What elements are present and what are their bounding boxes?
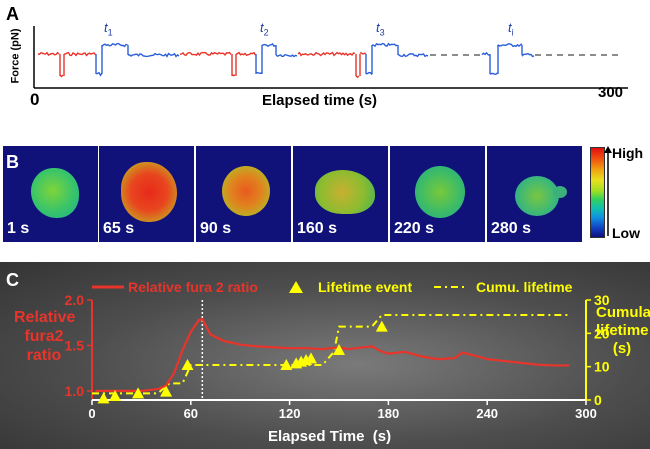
force-xlabel: Elapsed time (s) — [262, 92, 378, 109]
legend-swatch-cumu — [434, 286, 468, 288]
calcium-frame-6: 280 s — [487, 146, 582, 242]
force-trace-segment — [359, 52, 367, 55]
frame-time-label: 90 s — [200, 220, 232, 237]
calcium-frame-1: 1 s — [3, 146, 98, 242]
frame-time-label: 1 s — [7, 220, 30, 237]
right-y-tick-label: 20 — [594, 325, 610, 341]
x-tick-label: 120 — [279, 406, 301, 421]
force-trace-segment — [365, 71, 373, 76]
force-trace-segment — [101, 42, 128, 48]
force-trace-segment — [235, 51, 257, 57]
colorbar-high-label: High — [612, 145, 644, 161]
force-trace-segment — [355, 75, 360, 79]
x-tick-label: 0 — [88, 406, 95, 421]
frame-time-label: 65 s — [103, 220, 135, 237]
event-label-t3: t3 — [376, 20, 385, 38]
right-y-tick-label: 0 — [594, 392, 602, 408]
frame-time-label: 220 s — [394, 220, 435, 237]
event-label-ti: ti — [508, 20, 514, 38]
left-y-tick-label: 1.5 — [65, 337, 85, 353]
lifetime-event-marker — [181, 359, 194, 370]
left-ylabel: Relative fura2 ratio — [14, 309, 76, 364]
fura-ratio-chart: 0 60 120 180 240 300 1.0 1.5 2.0 0 10 20 30 — [65, 292, 610, 421]
left-y-tick-label: 1.0 — [65, 383, 85, 399]
force-x-end: 300 — [598, 84, 624, 101]
lifetime-event-marker — [97, 392, 110, 404]
force-trace-segment — [179, 51, 232, 57]
legend-label-event: Lifetime event — [318, 279, 413, 295]
colorbar-arrow — [604, 146, 612, 236]
x-tick-label: 60 — [184, 406, 198, 421]
frame-time-label: 280 s — [491, 220, 532, 237]
fura-ratio-chart-panel: 0 60 120 180 240 300 1.0 1.5 2.0 0 10 20 30 C Relati… — [0, 262, 650, 449]
lifetime-event-marker — [375, 320, 388, 332]
intensity-colorbar — [590, 147, 605, 238]
event-label-t2: t2 — [260, 20, 269, 38]
force-trace-plot — [33, 26, 628, 89]
force-trace — [37, 42, 535, 79]
lifetime-event-marker — [109, 390, 122, 401]
force-trace-segment — [397, 53, 429, 58]
panel-a-letter: A — [6, 4, 19, 24]
panel-b-letter: B — [6, 152, 19, 172]
lifetime-event-marker — [132, 387, 145, 399]
force-trace-segment — [261, 42, 276, 48]
lifetime-event-marker — [333, 344, 345, 355]
legend-swatch-fura — [92, 285, 124, 289]
legend-label-cumu: Cumu. lifetime — [476, 279, 573, 295]
left-y-tick-label: 2.0 — [65, 292, 85, 308]
calcium-frame-3: 90 s — [196, 146, 291, 242]
chart-xlabel: Elapsed Time (s) — [268, 428, 392, 445]
calcium-frame-5: 220 s — [390, 146, 485, 242]
force-trace-segment — [256, 71, 263, 75]
colorbar-low-label: Low — [612, 225, 640, 241]
right-y-tick-label: 30 — [594, 292, 610, 308]
force-trace-segment — [297, 51, 356, 57]
lifetime-event-marker — [160, 385, 173, 397]
force-trace-segment — [371, 42, 398, 48]
calcium-frame-4: 160 s — [293, 146, 388, 242]
lifetime-event-marker — [280, 359, 293, 370]
x-tick-label: 240 — [476, 406, 498, 421]
x-tick-label: 180 — [378, 406, 400, 421]
legend-label-fura: Relative fura 2 ratio — [128, 279, 258, 295]
force-trace-segment — [497, 43, 523, 48]
legend-swatch-event — [289, 281, 303, 293]
event-label-t1: t1 — [104, 20, 113, 38]
force-trace-segment — [63, 51, 97, 57]
series-fura-ratio — [95, 317, 570, 393]
force-ylabel: Force (pN) — [9, 28, 22, 84]
force-trace-segment — [37, 51, 60, 57]
force-trace-segment — [275, 53, 298, 58]
x-tick-label: 300 — [575, 406, 597, 421]
lifetime-event-marker — [305, 352, 318, 364]
force-trace-segment — [96, 71, 103, 77]
force-trace-segment — [481, 51, 490, 57]
panel-c-letter: C — [6, 270, 19, 290]
force-x-start: 0 — [30, 90, 40, 109]
force-trace-segment — [489, 72, 498, 75]
force-trace-segment — [127, 52, 180, 58]
right-y-tick-label: 10 — [594, 359, 610, 375]
calcium-frame-2: 65 s — [99, 146, 194, 242]
series-cumulative-lifetime — [92, 314, 570, 395]
frame-time-label: 160 s — [297, 220, 338, 237]
right-ylabel: Cumulative lifetime (s) — [596, 304, 650, 357]
force-trace-segment — [521, 52, 535, 58]
